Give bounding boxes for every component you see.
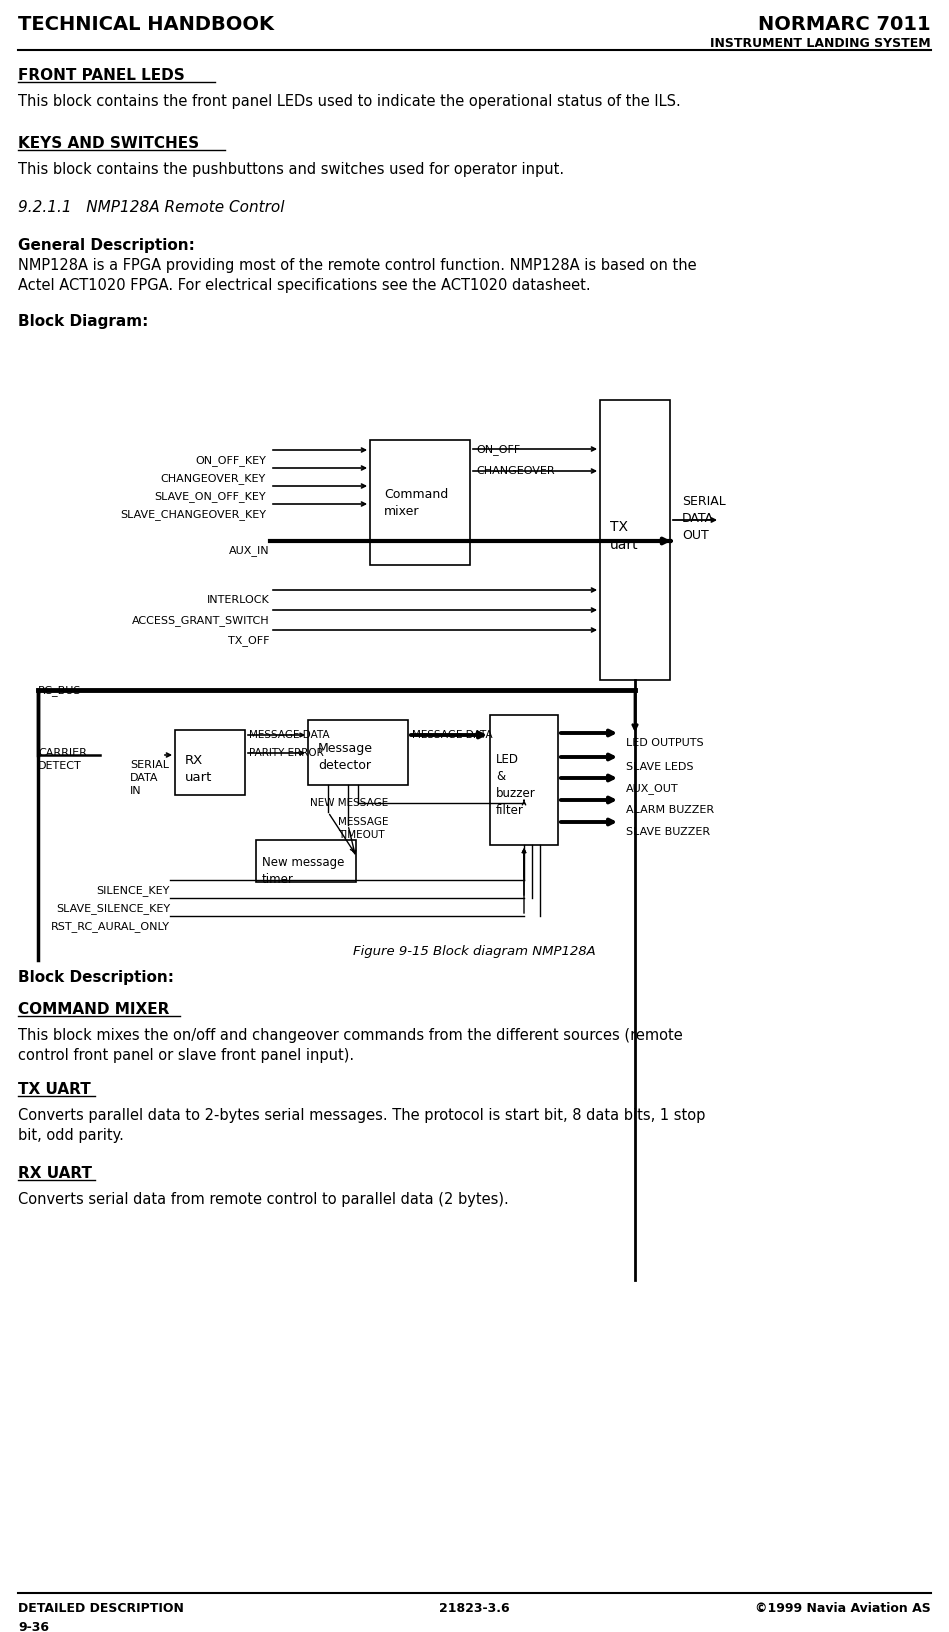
Text: This block contains the front panel LEDs used to indicate the operational status: This block contains the front panel LEDs… <box>18 95 680 109</box>
Text: Block Diagram:: Block Diagram: <box>18 313 148 330</box>
Text: 21823-3.6: 21823-3.6 <box>438 1603 510 1616</box>
Text: LED
&
buzzer
filter: LED & buzzer filter <box>496 752 536 818</box>
Text: CHANGEOVER: CHANGEOVER <box>476 467 554 477</box>
Text: KEYS AND SWITCHES: KEYS AND SWITCHES <box>18 135 199 152</box>
Text: DETAILED DESCRIPTION: DETAILED DESCRIPTION <box>18 1603 184 1616</box>
Text: 9-36: 9-36 <box>18 1621 49 1632</box>
Text: AUX_IN: AUX_IN <box>230 545 270 557</box>
Text: General Description:: General Description: <box>18 238 195 253</box>
Text: PARITY ERROR: PARITY ERROR <box>249 747 324 757</box>
Text: RX
uart: RX uart <box>185 754 213 783</box>
Text: SLAVE LEDS: SLAVE LEDS <box>626 762 694 772</box>
Text: SILENCE_KEY: SILENCE_KEY <box>97 885 170 896</box>
Text: FRONT PANEL LEDS: FRONT PANEL LEDS <box>18 69 185 83</box>
Bar <box>256 840 356 881</box>
Bar <box>308 720 408 785</box>
Text: MESSAGE DATA: MESSAGE DATA <box>412 730 493 739</box>
Text: Message
detector: Message detector <box>318 743 373 772</box>
Bar <box>600 400 670 681</box>
Text: ACCESS_GRANT_SWITCH: ACCESS_GRANT_SWITCH <box>132 615 270 627</box>
Text: MESSAGE
TIMEOUT: MESSAGE TIMEOUT <box>338 818 388 840</box>
Text: Command
mixer: Command mixer <box>384 488 448 517</box>
Bar <box>175 730 245 795</box>
Text: TECHNICAL HANDBOOK: TECHNICAL HANDBOOK <box>18 15 274 34</box>
Text: NMP128A is a FPGA providing most of the remote control function. NMP128A is base: NMP128A is a FPGA providing most of the … <box>18 258 697 292</box>
Text: SERIAL
DATA
IN: SERIAL DATA IN <box>130 761 169 796</box>
Text: INTERLOCK: INTERLOCK <box>207 596 270 605</box>
Text: TX_OFF: TX_OFF <box>229 635 270 646</box>
Text: ALARM BUZZER: ALARM BUZZER <box>626 805 715 814</box>
Text: MESSAGE DATA: MESSAGE DATA <box>249 730 329 739</box>
Text: SLAVE_SILENCE_KEY: SLAVE_SILENCE_KEY <box>56 902 170 914</box>
Text: ON_OFF: ON_OFF <box>476 444 520 455</box>
Text: ©1999 Navia Aviation AS: ©1999 Navia Aviation AS <box>755 1603 931 1616</box>
Text: Figure 9-15 Block diagram NMP128A: Figure 9-15 Block diagram NMP128A <box>353 945 595 958</box>
Bar <box>370 441 470 565</box>
Text: COMMAND MIXER: COMMAND MIXER <box>18 1002 169 1017</box>
Bar <box>490 715 558 845</box>
Text: ON_OFF_KEY: ON_OFF_KEY <box>195 455 266 465</box>
Text: SLAVE_CHANGEOVER_KEY: SLAVE_CHANGEOVER_KEY <box>120 509 266 521</box>
Text: This block contains the pushbuttons and switches used for operator input.: This block contains the pushbuttons and … <box>18 162 564 176</box>
Text: RX UART: RX UART <box>18 1165 92 1182</box>
Text: Converts parallel data to 2-bytes serial messages. The protocol is start bit, 8 : Converts parallel data to 2-bytes serial… <box>18 1108 705 1142</box>
Text: RST_RC_AURAL_ONLY: RST_RC_AURAL_ONLY <box>51 920 170 932</box>
Text: SERIAL
DATA
OUT: SERIAL DATA OUT <box>682 494 726 542</box>
Text: TX UART: TX UART <box>18 1082 91 1097</box>
Text: This block mixes the on/off and changeover commands from the different sources (: This block mixes the on/off and changeov… <box>18 1028 682 1062</box>
Text: 9.2.1.1   NMP128A Remote Control: 9.2.1.1 NMP128A Remote Control <box>18 201 285 215</box>
Text: SLAVE_ON_OFF_KEY: SLAVE_ON_OFF_KEY <box>155 491 266 503</box>
Text: NEW MESSAGE: NEW MESSAGE <box>310 798 388 808</box>
Text: SLAVE BUZZER: SLAVE BUZZER <box>626 827 710 837</box>
Text: NORMARC 7011: NORMARC 7011 <box>758 15 931 34</box>
Text: INSTRUMENT LANDING SYSTEM: INSTRUMENT LANDING SYSTEM <box>711 38 931 51</box>
Text: Block Description:: Block Description: <box>18 969 174 986</box>
Text: CHANGEOVER_KEY: CHANGEOVER_KEY <box>160 473 266 485</box>
Text: TX
uart: TX uart <box>610 521 639 552</box>
Text: LED OUTPUTS: LED OUTPUTS <box>626 738 703 747</box>
Text: CARRIER
DETECT: CARRIER DETECT <box>38 747 87 772</box>
Text: Converts serial data from remote control to parallel data (2 bytes).: Converts serial data from remote control… <box>18 1191 509 1208</box>
Text: AUX_OUT: AUX_OUT <box>626 783 679 793</box>
Text: RC_BUS: RC_BUS <box>38 685 82 695</box>
Text: New message
timer: New message timer <box>262 857 344 886</box>
